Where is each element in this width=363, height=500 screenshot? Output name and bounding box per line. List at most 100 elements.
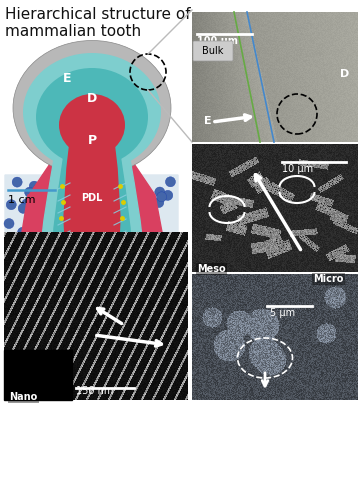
Circle shape <box>50 267 61 277</box>
Circle shape <box>26 264 36 274</box>
Circle shape <box>18 282 28 292</box>
Circle shape <box>33 216 43 226</box>
Circle shape <box>29 181 39 191</box>
Circle shape <box>131 283 141 293</box>
Circle shape <box>157 192 167 202</box>
Circle shape <box>145 307 155 317</box>
Circle shape <box>12 177 22 187</box>
Polygon shape <box>5 175 68 315</box>
Circle shape <box>12 289 21 299</box>
Circle shape <box>10 296 20 306</box>
Text: Hierarchical structure of
mammalian tooth: Hierarchical structure of mammalian toot… <box>5 7 191 40</box>
Circle shape <box>118 250 128 260</box>
Circle shape <box>33 234 43 244</box>
Text: 5 μm: 5 μm <box>270 308 295 318</box>
Circle shape <box>25 187 34 197</box>
Circle shape <box>51 175 61 185</box>
Text: D: D <box>87 92 97 104</box>
Polygon shape <box>22 150 162 305</box>
Text: Micro: Micro <box>313 274 343 284</box>
Circle shape <box>118 222 128 232</box>
Circle shape <box>33 260 42 270</box>
Circle shape <box>157 274 167 284</box>
Circle shape <box>142 259 151 269</box>
Polygon shape <box>52 148 72 288</box>
Circle shape <box>115 182 126 192</box>
Circle shape <box>21 302 31 312</box>
Circle shape <box>155 187 165 197</box>
Polygon shape <box>64 125 120 293</box>
Circle shape <box>115 188 125 198</box>
Circle shape <box>17 228 28 237</box>
Circle shape <box>113 264 123 274</box>
Text: 150 nm: 150 nm <box>76 386 113 396</box>
Ellipse shape <box>59 94 125 156</box>
Circle shape <box>157 239 167 249</box>
Circle shape <box>29 196 39 206</box>
Text: D: D <box>340 69 349 79</box>
Circle shape <box>5 270 15 280</box>
Text: Meso: Meso <box>197 264 226 274</box>
Circle shape <box>154 198 164 207</box>
Text: 100 μm: 100 μm <box>197 36 238 46</box>
Ellipse shape <box>23 53 161 171</box>
Ellipse shape <box>36 68 148 166</box>
Polygon shape <box>114 175 178 315</box>
Text: P: P <box>87 134 97 146</box>
Circle shape <box>164 293 174 303</box>
Circle shape <box>13 272 23 281</box>
Text: Nano: Nano <box>9 392 37 402</box>
Circle shape <box>130 213 140 223</box>
Circle shape <box>22 199 32 209</box>
Text: E: E <box>63 72 71 85</box>
Circle shape <box>11 248 21 258</box>
Circle shape <box>111 206 121 216</box>
Circle shape <box>132 199 143 209</box>
Circle shape <box>166 177 175 187</box>
Circle shape <box>131 199 140 209</box>
Circle shape <box>130 235 140 245</box>
Circle shape <box>154 298 163 308</box>
Circle shape <box>45 238 54 248</box>
Text: 1 cm: 1 cm <box>8 195 36 205</box>
Circle shape <box>4 218 14 228</box>
Circle shape <box>6 200 16 209</box>
Circle shape <box>14 234 24 244</box>
Circle shape <box>142 278 152 288</box>
Circle shape <box>40 295 50 305</box>
Circle shape <box>139 277 149 287</box>
Circle shape <box>157 286 167 296</box>
Text: C: C <box>88 240 96 250</box>
Circle shape <box>155 269 165 279</box>
Polygon shape <box>4 350 72 400</box>
Circle shape <box>136 292 147 302</box>
Circle shape <box>163 190 173 200</box>
Circle shape <box>160 277 170 287</box>
Polygon shape <box>110 142 144 298</box>
Circle shape <box>18 204 28 214</box>
Circle shape <box>52 266 61 276</box>
Circle shape <box>123 252 133 262</box>
Ellipse shape <box>13 40 171 175</box>
Text: PDL: PDL <box>81 193 103 203</box>
Circle shape <box>118 180 127 190</box>
Circle shape <box>149 238 159 248</box>
Circle shape <box>11 292 21 302</box>
Circle shape <box>140 252 151 262</box>
Text: E: E <box>204 116 212 126</box>
Circle shape <box>12 283 22 293</box>
Circle shape <box>38 273 48 283</box>
Circle shape <box>113 262 123 272</box>
Circle shape <box>50 298 61 308</box>
Circle shape <box>148 200 158 209</box>
Text: 10 μm: 10 μm <box>282 164 313 174</box>
Circle shape <box>6 241 16 251</box>
Circle shape <box>149 265 159 275</box>
Text: Bulk: Bulk <box>202 46 224 56</box>
Circle shape <box>46 304 56 314</box>
Circle shape <box>33 185 43 195</box>
FancyBboxPatch shape <box>193 41 233 61</box>
Polygon shape <box>112 148 132 288</box>
Polygon shape <box>40 142 74 298</box>
Circle shape <box>42 256 52 266</box>
